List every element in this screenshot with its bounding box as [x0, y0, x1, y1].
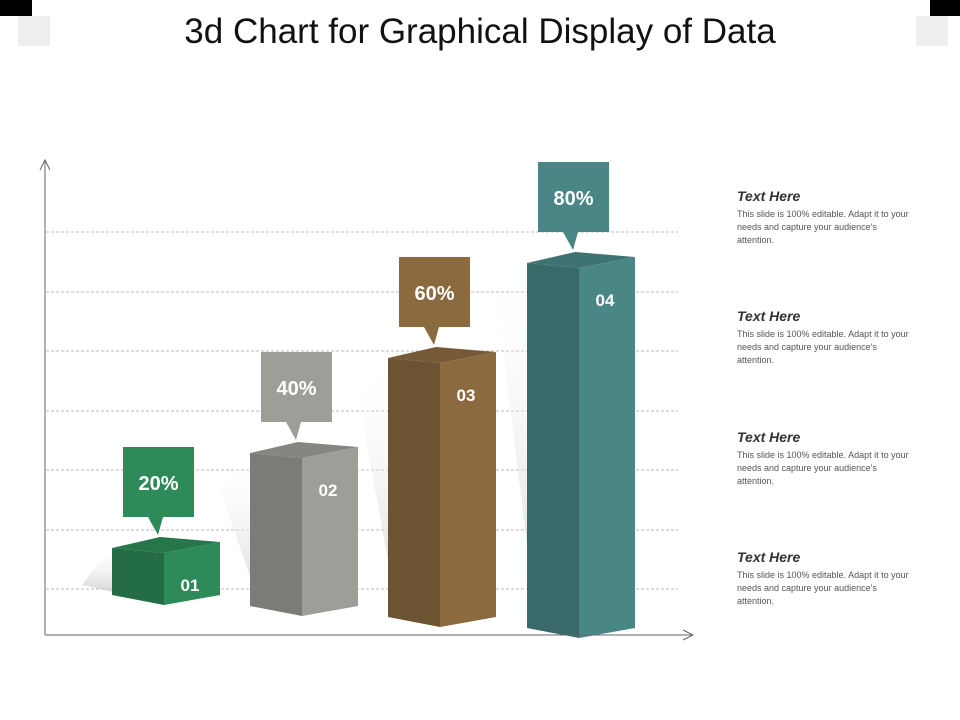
data-label: 60% [414, 283, 454, 305]
bar-front-face [527, 263, 579, 638]
corner-decoration-top-right [930, 0, 960, 16]
bar-side-face [302, 447, 358, 616]
description-body: This slide is 100% editable. Adapt it to… [737, 209, 909, 245]
callout-pointer [286, 422, 301, 440]
corner-decoration-top-right-light [916, 16, 948, 46]
description-block-3: Text Here This slide is 100% editable. A… [737, 429, 912, 488]
bar-front-face [388, 358, 440, 627]
callout-box [123, 447, 194, 517]
bar-side-face [579, 257, 635, 638]
description-block-1: Text Here This slide is 100% editable. A… [737, 188, 912, 247]
description-block-2: Text Here This slide is 100% editable. A… [737, 308, 912, 367]
description-body: This slide is 100% editable. Adapt it to… [737, 570, 909, 606]
data-label: 20% [138, 473, 178, 495]
callout-box [538, 162, 609, 232]
bar-side-face [164, 542, 220, 605]
category-label: 03 [457, 386, 476, 405]
callout-box [261, 352, 332, 422]
callout-pointer [148, 517, 163, 535]
callout-pointer [563, 232, 578, 250]
category-label: 04 [596, 291, 615, 310]
corner-decoration-top-left [0, 0, 32, 16]
page-title: 3d Chart for Graphical Display of Data [184, 12, 776, 51]
data-label: 40% [276, 378, 316, 400]
description-heading: Text Here [737, 549, 801, 565]
description-heading: Text Here [737, 429, 801, 445]
y-axis-arrow [39, 158, 51, 171]
bar-side-face [440, 352, 496, 627]
callout-box [399, 257, 470, 327]
description-heading: Text Here [737, 188, 801, 204]
callout-pointer [424, 327, 439, 345]
x-axis-arrow [682, 629, 695, 641]
bar-top-face [112, 537, 220, 553]
description-body: This slide is 100% editable. Adapt it to… [737, 450, 909, 486]
description-heading: Text Here [737, 308, 801, 324]
description-block-4: Text Here This slide is 100% editable. A… [737, 549, 912, 608]
bar-top-face [527, 252, 635, 268]
bar-top-face [250, 442, 358, 458]
data-label: 80% [553, 188, 593, 210]
category-label: 02 [319, 481, 338, 500]
description-body: This slide is 100% editable. Adapt it to… [737, 329, 909, 365]
bar-top-face [388, 347, 496, 363]
corner-decoration-top-left-light [18, 16, 50, 46]
bar-front-face [250, 453, 302, 616]
bar-front-face [112, 548, 164, 605]
category-label: 01 [181, 576, 200, 595]
